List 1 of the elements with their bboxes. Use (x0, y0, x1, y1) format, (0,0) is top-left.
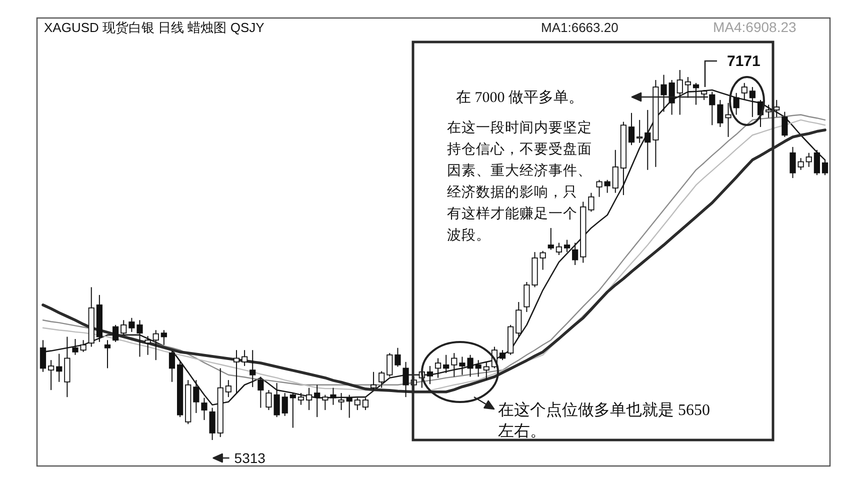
title: XAGUSD 现货白银 日线 蜡烛图 QSJY (44, 20, 264, 35)
